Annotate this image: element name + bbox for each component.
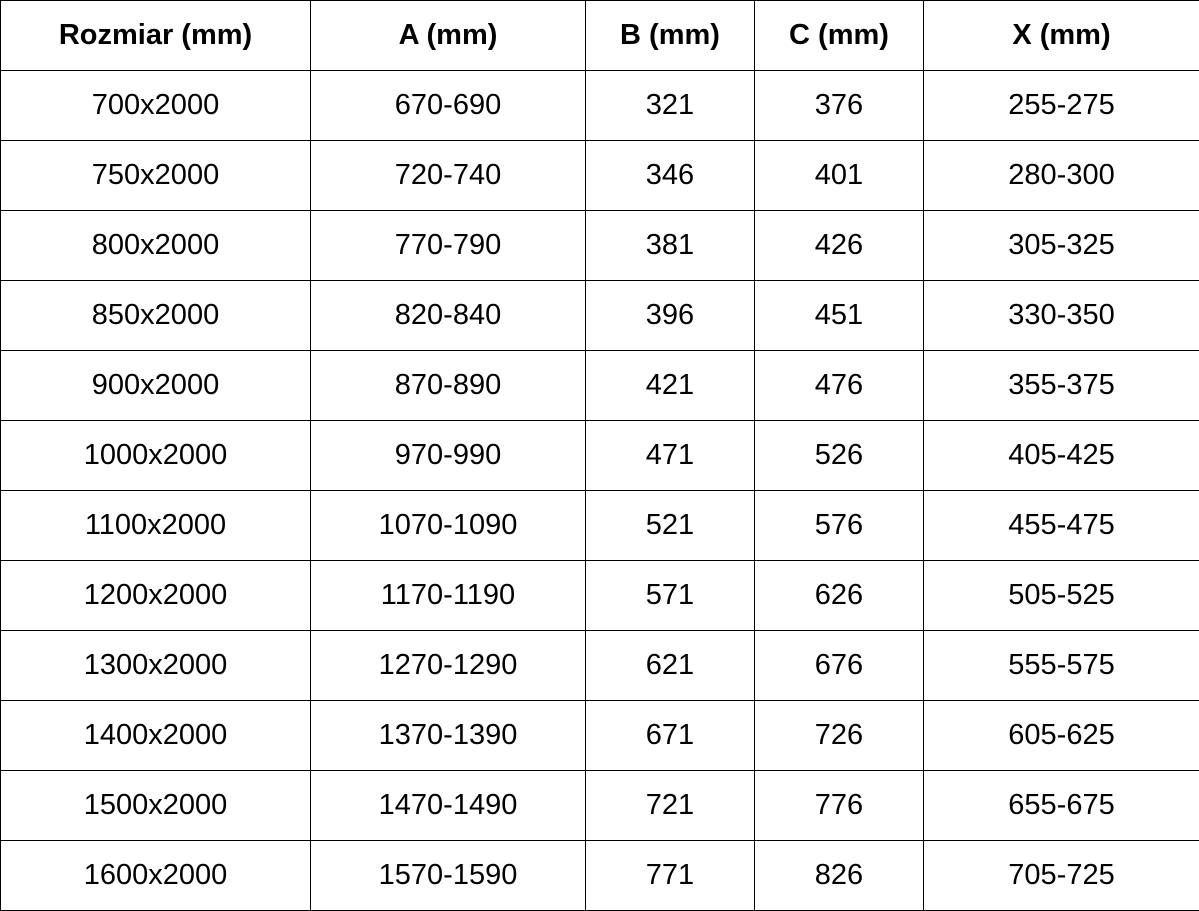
cell-size: 1500x2000	[0, 770, 311, 841]
cell-c: 626	[754, 560, 924, 631]
cell-size: 1600x2000	[0, 840, 311, 911]
cell-a: 1070-1090	[310, 490, 586, 561]
cell-b: 571	[585, 560, 755, 631]
cell-x: 505-525	[923, 560, 1199, 631]
cell-c: 726	[754, 700, 924, 771]
cell-c: 376	[754, 70, 924, 141]
cell-x: 605-625	[923, 700, 1199, 771]
table-row: 900x2000 870-890 421 476 355-375	[0, 350, 1199, 421]
table-row: 1500x2000 1470-1490 721 776 655-675	[0, 770, 1199, 841]
cell-a: 1370-1390	[310, 700, 586, 771]
cell-b: 471	[585, 420, 755, 491]
cell-size: 900x2000	[0, 350, 311, 421]
table-row: 1200x2000 1170-1190 571 626 505-525	[0, 560, 1199, 631]
cell-b: 621	[585, 630, 755, 701]
cell-c: 476	[754, 350, 924, 421]
header-row: Rozmiar (mm) A (mm) B (mm) C (mm) X (mm)	[0, 0, 1199, 71]
table-row: 1400x2000 1370-1390 671 726 605-625	[0, 700, 1199, 771]
cell-x: 255-275	[923, 70, 1199, 141]
cell-a: 720-740	[310, 140, 586, 211]
cell-x: 330-350	[923, 280, 1199, 351]
cell-b: 671	[585, 700, 755, 771]
cell-c: 776	[754, 770, 924, 841]
cell-x: 355-375	[923, 350, 1199, 421]
cell-b: 396	[585, 280, 755, 351]
cell-size: 1200x2000	[0, 560, 311, 631]
cell-b: 321	[585, 70, 755, 141]
column-header-c: C (mm)	[754, 0, 924, 71]
cell-size: 800x2000	[0, 210, 311, 281]
column-header-b: B (mm)	[585, 0, 755, 71]
table-row: 750x2000 720-740 346 401 280-300	[0, 140, 1199, 211]
cell-c: 576	[754, 490, 924, 561]
table-row: 800x2000 770-790 381 426 305-325	[0, 210, 1199, 281]
cell-b: 771	[585, 840, 755, 911]
table-row: 1600x2000 1570-1590 771 826 705-725	[0, 840, 1199, 911]
cell-c: 451	[754, 280, 924, 351]
cell-b: 721	[585, 770, 755, 841]
cell-a: 870-890	[310, 350, 586, 421]
cell-size: 1400x2000	[0, 700, 311, 771]
cell-x: 655-675	[923, 770, 1199, 841]
cell-b: 346	[585, 140, 755, 211]
cell-b: 381	[585, 210, 755, 281]
column-header-a: A (mm)	[310, 0, 586, 71]
cell-b: 521	[585, 490, 755, 561]
cell-a: 770-790	[310, 210, 586, 281]
cell-size: 1300x2000	[0, 630, 311, 701]
column-header-x: X (mm)	[923, 0, 1199, 71]
cell-size: 1000x2000	[0, 420, 311, 491]
cell-x: 705-725	[923, 840, 1199, 911]
cell-c: 426	[754, 210, 924, 281]
table-row: 700x2000 670-690 321 376 255-275	[0, 70, 1199, 141]
cell-a: 1170-1190	[310, 560, 586, 631]
cell-x: 305-325	[923, 210, 1199, 281]
cell-c: 676	[754, 630, 924, 701]
cell-a: 670-690	[310, 70, 586, 141]
cell-c: 826	[754, 840, 924, 911]
cell-x: 280-300	[923, 140, 1199, 211]
cell-c: 401	[754, 140, 924, 211]
cell-x: 405-425	[923, 420, 1199, 491]
cell-size: 700x2000	[0, 70, 311, 141]
cell-a: 1470-1490	[310, 770, 586, 841]
column-header-size: Rozmiar (mm)	[0, 0, 311, 71]
cell-a: 1570-1590	[310, 840, 586, 911]
cell-a: 970-990	[310, 420, 586, 491]
cell-c: 526	[754, 420, 924, 491]
cell-a: 1270-1290	[310, 630, 586, 701]
table-row: 1000x2000 970-990 471 526 405-425	[0, 420, 1199, 491]
table-row: 1300x2000 1270-1290 621 676 555-575	[0, 630, 1199, 701]
cell-x: 455-475	[923, 490, 1199, 561]
cell-x: 555-575	[923, 630, 1199, 701]
cell-a: 820-840	[310, 280, 586, 351]
cell-size: 850x2000	[0, 280, 311, 351]
cell-size: 1100x2000	[0, 490, 311, 561]
cell-b: 421	[585, 350, 755, 421]
table-row: 850x2000 820-840 396 451 330-350	[0, 280, 1199, 351]
cell-size: 750x2000	[0, 140, 311, 211]
table-row: 1100x2000 1070-1090 521 576 455-475	[0, 490, 1199, 561]
